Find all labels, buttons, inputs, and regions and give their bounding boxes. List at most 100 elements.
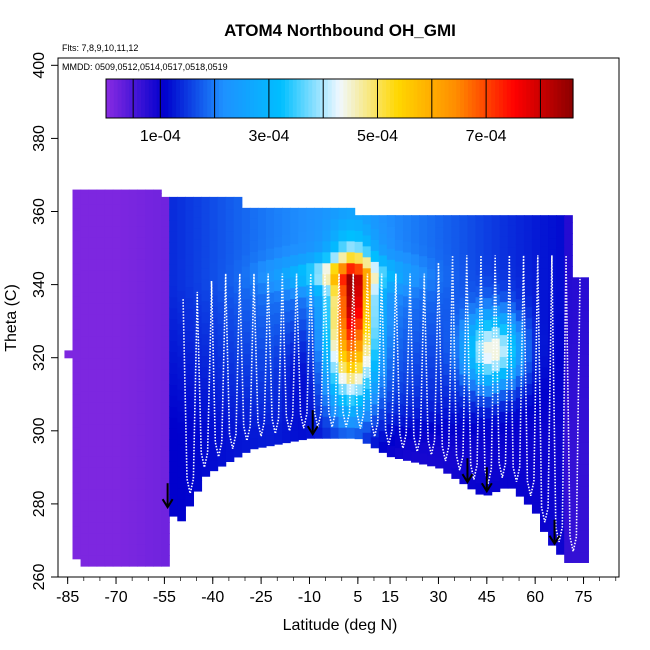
heatmap-cell <box>225 285 235 298</box>
heatmap-cell <box>88 511 98 523</box>
heatmap-cell <box>120 291 130 304</box>
heatmap-cell <box>201 432 211 444</box>
heatmap-cell <box>72 427 82 439</box>
heatmap-cell <box>499 257 509 270</box>
heatmap-cell <box>80 269 90 282</box>
heatmap-cell <box>394 217 404 229</box>
heatmap-cell <box>443 330 452 343</box>
heatmap-cell <box>459 450 469 463</box>
heatmap-cell <box>523 427 533 439</box>
heatmap-cell <box>96 324 106 337</box>
heatmap-cell <box>88 248 98 260</box>
heatmap-cell <box>88 269 98 282</box>
heatmap-cell <box>467 291 477 303</box>
heatmap-cell <box>282 245 291 257</box>
heatmap-cell <box>378 419 388 431</box>
heatmap-cell <box>467 422 477 435</box>
heatmap-cell <box>120 511 130 523</box>
chart-title: ATOM4 Northbound OH_GMI <box>224 21 456 40</box>
heatmap-cell <box>548 523 557 535</box>
heatmap-cell <box>338 284 348 297</box>
heatmap-cell <box>556 215 565 226</box>
heatmap-cell <box>112 269 122 282</box>
heatmap-cell <box>120 335 130 348</box>
heatmap-cell <box>419 376 428 388</box>
heatmap-cell <box>548 227 557 239</box>
heatmap-cell <box>483 215 493 222</box>
colorbar-swatch <box>277 79 282 118</box>
heatmap-cell <box>217 312 227 325</box>
heatmap-cell <box>177 323 186 335</box>
heatmap-cell <box>427 334 436 346</box>
heatmap-cell <box>120 193 130 205</box>
heatmap-cell <box>185 264 195 277</box>
colorbar-swatch <box>432 79 438 118</box>
heatmap-cell <box>225 209 235 221</box>
heatmap-cell <box>153 500 162 512</box>
heatmap-cell <box>483 330 493 342</box>
heatmap-cell <box>475 395 485 407</box>
heatmap-cell <box>128 368 138 381</box>
colorbar-swatch <box>109 79 115 118</box>
heatmap-cell <box>322 262 332 275</box>
heatmap-cell <box>475 373 485 385</box>
colorbar-swatch <box>129 79 134 118</box>
colorbar-swatch <box>176 79 181 118</box>
x-tick-label: 15 <box>381 589 399 606</box>
heatmap-cell <box>548 468 557 480</box>
heatmap-cell <box>161 434 170 447</box>
heatmap-cell <box>128 280 138 293</box>
heatmap-cell <box>580 463 589 476</box>
heatmap-cell <box>580 419 589 432</box>
heatmap-cell <box>306 251 315 264</box>
heatmap-cell <box>274 323 283 335</box>
heatmap-cell <box>128 215 138 227</box>
heatmap-cell <box>104 456 114 468</box>
heatmap-cell <box>128 335 138 348</box>
heatmap-cell <box>209 349 219 362</box>
colorbar-swatch <box>339 79 344 118</box>
heatmap-cell <box>128 467 138 479</box>
heatmap-cell <box>467 390 477 402</box>
heatmap-cell <box>427 323 436 335</box>
heatmap-cell <box>274 246 283 259</box>
heatmap-cell <box>128 324 138 337</box>
heatmap-cell <box>136 478 146 490</box>
colorbar-swatch <box>448 79 453 118</box>
heatmap-cell <box>298 351 307 364</box>
heatmap-cell <box>354 350 364 363</box>
heatmap-cell <box>209 273 219 285</box>
heatmap-cell <box>88 280 98 293</box>
heatmap-cell <box>145 511 154 523</box>
heatmap-cell <box>370 272 380 284</box>
heatmap-cell <box>104 445 114 457</box>
heatmap-cell <box>145 324 154 337</box>
heatmap-cell <box>531 502 541 514</box>
heatmap-cell <box>225 242 235 254</box>
heatmap-cell <box>282 365 291 378</box>
heatmap-cell <box>233 325 243 337</box>
heatmap-cell <box>96 368 106 381</box>
colorbar-swatch <box>203 79 208 118</box>
colorbar-swatch <box>304 79 309 118</box>
heatmap-cell <box>88 522 98 534</box>
heatmap-cell <box>136 204 146 216</box>
heatmap-cell <box>128 500 138 512</box>
heatmap-cell <box>556 466 565 478</box>
y-tick-label: 360 <box>31 198 48 225</box>
heatmap-cell <box>161 423 170 436</box>
heatmap-cell <box>499 215 509 226</box>
heatmap-cell <box>354 285 364 297</box>
heatmap-cell <box>475 384 485 396</box>
heatmap-cell <box>201 311 211 324</box>
heatmap-cell <box>265 434 275 447</box>
heatmap-cell <box>225 264 235 276</box>
heatmap-cell <box>402 361 412 374</box>
heatmap-cell <box>378 222 388 234</box>
heatmap-cell <box>314 328 323 341</box>
heatmap-cell <box>483 231 493 244</box>
heatmap-cell <box>580 354 589 366</box>
heatmap-cell <box>507 455 517 467</box>
heatmap-cell <box>499 455 509 467</box>
heatmap-cell <box>290 320 299 332</box>
